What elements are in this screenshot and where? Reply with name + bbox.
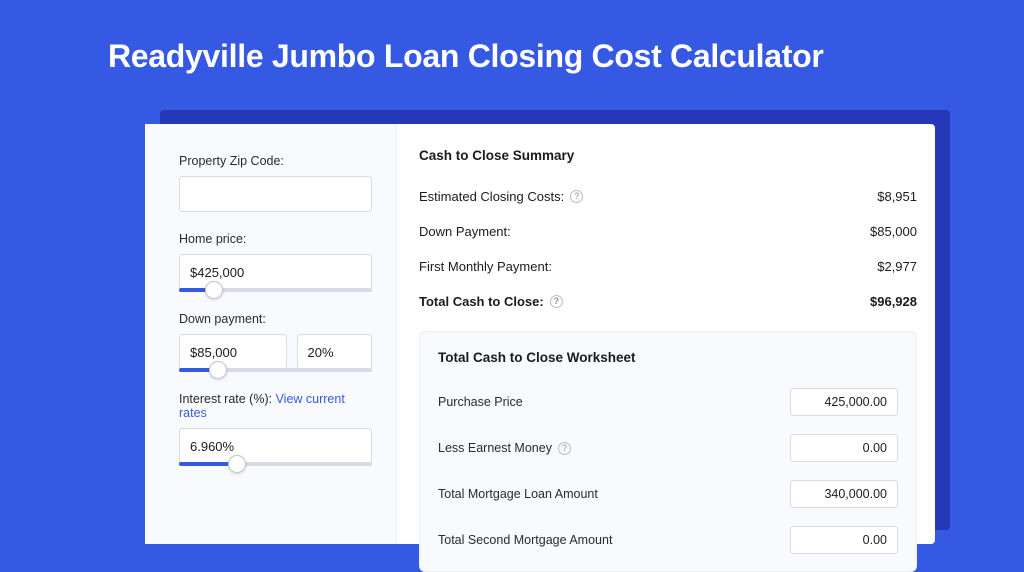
interest-rate-slider-thumb[interactable] xyxy=(228,455,246,473)
worksheet-value-input[interactable] xyxy=(790,434,898,462)
interest-rate-slider[interactable] xyxy=(179,462,372,466)
worksheet-row: Less Earnest Money? xyxy=(438,425,898,471)
home-price-label: Home price: xyxy=(179,232,372,246)
inputs-panel: Property Zip Code: Home price: Down paym… xyxy=(145,124,397,544)
zip-label: Property Zip Code: xyxy=(179,154,372,168)
home-price-slider[interactable] xyxy=(179,288,372,292)
results-panel: Cash to Close Summary Estimated Closing … xyxy=(397,124,935,544)
worksheet-list: Purchase Price Less Earnest Money? Total M… xyxy=(438,379,898,563)
zip-field-group: Property Zip Code: xyxy=(179,154,372,212)
worksheet-row: Purchase Price xyxy=(438,379,898,425)
worksheet-value-input[interactable] xyxy=(790,480,898,508)
down-payment-field-group: Down payment: xyxy=(179,312,372,372)
help-icon[interactable]: ? xyxy=(558,442,571,455)
summary-row-label: Total Cash to Close:? xyxy=(419,294,563,309)
summary-row-value: $8,951 xyxy=(877,189,917,204)
summary-row-label: First Monthly Payment: xyxy=(419,259,552,274)
summary-list: Estimated Closing Costs:? $8,951 Down Paym… xyxy=(419,179,917,319)
summary-row: Estimated Closing Costs:? $8,951 xyxy=(419,179,917,214)
summary-row-label: Estimated Closing Costs:? xyxy=(419,189,583,204)
worksheet-row-label: Total Mortgage Loan Amount xyxy=(438,487,598,501)
worksheet-row-label: Purchase Price xyxy=(438,395,523,409)
down-payment-label: Down payment: xyxy=(179,312,372,326)
summary-row: Total Cash to Close:? $96,928 xyxy=(419,284,917,319)
worksheet-value-input[interactable] xyxy=(790,526,898,554)
summary-row: First Monthly Payment: $2,977 xyxy=(419,249,917,284)
home-price-field-group: Home price: xyxy=(179,232,372,292)
summary-row-label: Down Payment: xyxy=(419,224,511,239)
down-payment-percent-input[interactable] xyxy=(297,334,372,370)
down-payment-slider[interactable] xyxy=(179,368,372,372)
down-payment-slider-thumb[interactable] xyxy=(209,361,227,379)
interest-rate-input[interactable] xyxy=(179,428,372,464)
down-payment-input[interactable] xyxy=(179,334,287,370)
summary-title: Cash to Close Summary xyxy=(419,148,917,163)
worksheet-row: Total Mortgage Loan Amount xyxy=(438,471,898,517)
summary-row-value: $85,000 xyxy=(870,224,917,239)
page-title: Readyville Jumbo Loan Closing Cost Calcu… xyxy=(0,0,1024,75)
worksheet-row-label: Less Earnest Money? xyxy=(438,441,571,455)
summary-row-value: $96,928 xyxy=(870,294,917,309)
interest-rate-field-group: Interest rate (%): View current rates xyxy=(179,392,372,466)
interest-rate-label-text: Interest rate (%): xyxy=(179,392,276,406)
help-icon[interactable]: ? xyxy=(570,190,583,203)
worksheet-row-label: Total Second Mortgage Amount xyxy=(438,533,612,547)
help-icon[interactable]: ? xyxy=(550,295,563,308)
summary-row-value: $2,977 xyxy=(877,259,917,274)
worksheet-card: Total Cash to Close Worksheet Purchase P… xyxy=(419,331,917,572)
interest-rate-label: Interest rate (%): View current rates xyxy=(179,392,372,420)
calculator-card: Property Zip Code: Home price: Down paym… xyxy=(145,124,935,544)
home-price-slider-thumb[interactable] xyxy=(205,281,223,299)
worksheet-value-input[interactable] xyxy=(790,388,898,416)
summary-row: Down Payment: $85,000 xyxy=(419,214,917,249)
worksheet-row: Total Second Mortgage Amount xyxy=(438,517,898,563)
worksheet-title: Total Cash to Close Worksheet xyxy=(438,350,898,365)
zip-input[interactable] xyxy=(179,176,372,212)
